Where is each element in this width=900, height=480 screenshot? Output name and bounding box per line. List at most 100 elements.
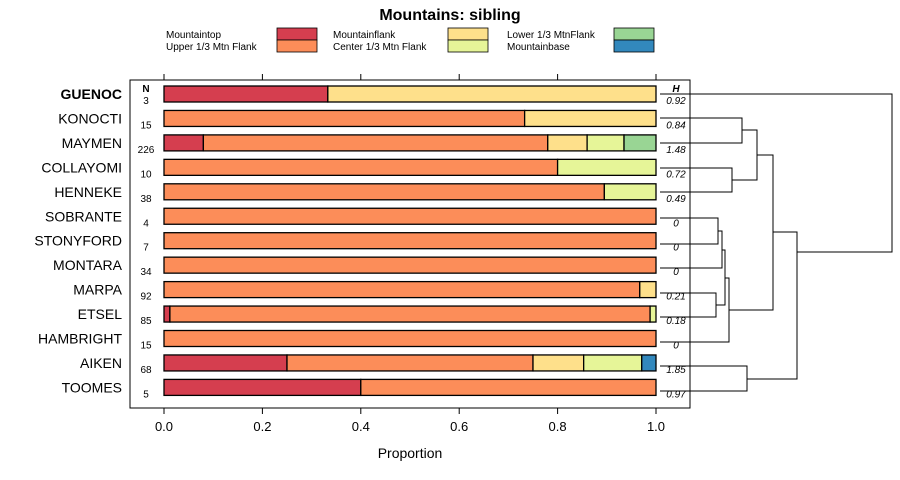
- h-value: 0.21: [666, 292, 685, 303]
- n-value: 38: [140, 194, 152, 205]
- dendro-branch: [747, 231, 798, 380]
- bar-row: KONOCTI 15 0.84: [58, 109, 686, 131]
- dendro-branch: [732, 129, 758, 181]
- bar-segment: [163, 256, 657, 274]
- chart-title: Mountains: sibling: [379, 7, 520, 24]
- n-value: 85: [140, 316, 152, 327]
- dendro-branch: [729, 154, 774, 311]
- row-label: GUENOC: [61, 86, 122, 102]
- h-value: 0.72: [666, 169, 686, 180]
- n-value: 7: [143, 243, 149, 254]
- bar-segment: [583, 354, 643, 372]
- bar-segment: [641, 354, 657, 372]
- row-label: TOOMES: [62, 379, 122, 395]
- x-axis: 0.0 0.2 0.4 0.6 0.8 1.0: [155, 408, 665, 434]
- bar-segment: [586, 134, 625, 152]
- bar-row: COLLAYOMI 10 0.72: [41, 158, 686, 180]
- n-value: 3: [143, 96, 149, 107]
- x-tick-label: 1.0: [647, 419, 665, 434]
- bar-segment: [163, 354, 288, 372]
- bar-row: MARPA 92 0.21: [73, 280, 686, 303]
- bar-segment: [163, 378, 362, 397]
- h-value: 0.92: [666, 96, 686, 107]
- h-value: 1.85: [666, 365, 686, 376]
- dendrogram: [660, 93, 893, 392]
- bar-rows: GUENOC 3 0.92 KONOCTI 15 0.84 MAYMEN 226 1.48 COL…: [34, 85, 686, 400]
- dendro-branch: [716, 249, 726, 306]
- row-label: SOBRANTE: [45, 208, 122, 224]
- bar-segment: [556, 158, 657, 177]
- n-value: 15: [140, 120, 152, 131]
- x-tick-label: 0.6: [450, 419, 468, 434]
- n-value: 4: [143, 218, 149, 229]
- n-value: 34: [140, 267, 152, 278]
- h-value: 0: [673, 218, 679, 229]
- bar-segment: [163, 183, 605, 201]
- bar-segment: [163, 134, 205, 152]
- row-label: HENNEKE: [54, 184, 122, 200]
- legend-label: Mountainbase: [507, 42, 570, 53]
- bar-segment: [603, 183, 657, 201]
- h-value: 0.84: [666, 120, 686, 131]
- n-value: 15: [140, 341, 152, 352]
- x-axis-label: Proportion: [378, 445, 443, 461]
- dendro-branch: [660, 217, 719, 245]
- h-value: 0.97: [666, 389, 686, 400]
- bar-segment: [163, 85, 329, 103]
- bar-row: HENNEKE 38 0.49: [54, 183, 686, 205]
- bar-segment: [163, 207, 657, 225]
- legend-swatch: [447, 27, 489, 41]
- bar-segment: [523, 109, 657, 128]
- bar-segment: [532, 354, 585, 372]
- bar-segment: [623, 134, 657, 152]
- legend-label: Mountainflank: [333, 30, 396, 41]
- legend-swatch: [613, 27, 655, 41]
- row-label: MONTARA: [53, 257, 123, 273]
- row-label: COLLAYOMI: [41, 159, 122, 175]
- dendro-branch: [660, 93, 893, 253]
- n-value: 10: [140, 169, 152, 180]
- bar-segment: [327, 85, 657, 103]
- row-label: HAMBRIGHT: [38, 331, 122, 347]
- h-value: 0: [673, 243, 679, 254]
- bar-segment: [169, 305, 651, 323]
- bar-segment: [639, 280, 657, 299]
- x-tick-label: 0.2: [253, 419, 271, 434]
- bar-segment: [649, 305, 657, 323]
- h-value: 1.48: [666, 145, 686, 156]
- row-label: AIKEN: [80, 355, 122, 371]
- legend-swatch: [276, 39, 318, 53]
- h-value: 0.49: [666, 194, 686, 205]
- legend-label: Mountaintop: [166, 30, 221, 41]
- bar-segment: [360, 378, 657, 397]
- n-column-header: N: [142, 84, 149, 95]
- bar-row: AIKEN 68 1.85: [80, 354, 686, 376]
- bar-row: STONYFORD 7 0: [34, 232, 679, 254]
- legend-label: Lower 1/3 MtnFlank: [507, 30, 596, 41]
- n-value: 5: [143, 389, 149, 400]
- bar-row: MONTARA 34 0: [53, 256, 679, 278]
- bar-row: SOBRANTE 4 0: [45, 207, 679, 229]
- row-label: ETSEL: [78, 306, 123, 322]
- bar-segment: [286, 354, 534, 372]
- h-value: 0: [673, 267, 679, 278]
- legend-label: Center 1/3 Mtn Flank: [333, 42, 427, 53]
- top-axis-ticks: [163, 74, 657, 80]
- n-value: 68: [140, 365, 152, 376]
- bar-row: MAYMEN 226 1.48: [62, 134, 686, 156]
- row-label: STONYFORD: [34, 233, 122, 249]
- bar-segment: [163, 109, 526, 128]
- row-label: MAYMEN: [62, 135, 122, 151]
- bar-segment: [163, 232, 657, 250]
- n-value: 92: [140, 292, 152, 303]
- legend-swatch: [447, 39, 489, 53]
- bar-segment: [163, 329, 657, 348]
- legend-swatch: [613, 39, 655, 53]
- legend-swatch: [276, 27, 318, 41]
- x-tick-label: 0.8: [549, 419, 567, 434]
- h-column-header: H: [672, 84, 680, 95]
- legend-label: Upper 1/3 Mtn Flank: [166, 42, 258, 53]
- bar-segment: [163, 158, 559, 177]
